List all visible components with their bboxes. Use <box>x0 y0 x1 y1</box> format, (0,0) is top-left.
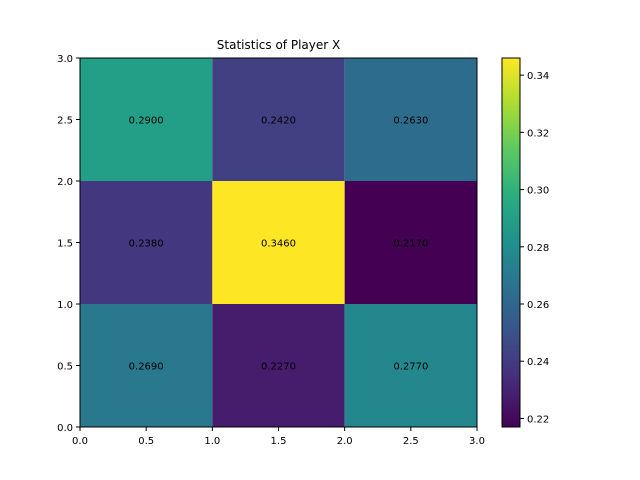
cell-value-label: 0.2770 <box>393 362 428 373</box>
cell-value-label: 0.2270 <box>261 362 296 373</box>
cell-value-label: 0.2420 <box>261 116 296 127</box>
y-tick-label: 1.0 <box>57 300 73 311</box>
x-tick-label: 0.0 <box>72 436 88 447</box>
cell-value-label: 0.2900 <box>129 116 164 127</box>
x-axis: 0.0 0.5 1.0 1.5 2.0 2.5 3.0 <box>72 427 485 447</box>
y-tick-label: 0.0 <box>57 423 73 434</box>
x-tick-label: 0.5 <box>138 436 154 447</box>
y-tick-label: 1.5 <box>57 239 73 250</box>
cell-value-label: 0.2380 <box>129 239 164 250</box>
colorbar-tick-label: 0.24 <box>527 357 549 368</box>
colorbar <box>502 58 520 427</box>
colorbar-tick-label: 0.34 <box>527 71 549 82</box>
x-tick-label: 2.0 <box>337 436 353 447</box>
colorbar-tick-label: 0.30 <box>527 186 549 197</box>
x-tick-label: 3.0 <box>469 436 485 447</box>
x-tick-label: 1.5 <box>271 436 287 447</box>
colorbar-tick-label: 0.26 <box>527 300 549 311</box>
colorbar-axis: 0.22 0.24 0.26 0.28 0.30 0.32 0.34 <box>520 71 549 425</box>
cell-value-label: 0.2630 <box>393 116 428 127</box>
cell-value-label: 0.2690 <box>129 362 164 373</box>
y-tick-label: 2.0 <box>57 177 73 188</box>
cell-value-label: 0.3460 <box>261 239 296 250</box>
colorbar-tick-label: 0.22 <box>527 414 549 425</box>
x-tick-label: 2.5 <box>403 436 419 447</box>
cell-value-label: 0.2170 <box>393 239 428 250</box>
colorbar-tick-label: 0.32 <box>527 128 549 139</box>
y-tick-label: 2.5 <box>57 116 73 127</box>
y-axis: 0.0 0.5 1.0 1.5 2.0 2.5 3.0 <box>57 54 80 434</box>
y-tick-label: 0.5 <box>57 362 73 373</box>
chart-title: Statistics of Player X <box>217 38 340 52</box>
x-tick-label: 1.0 <box>204 436 220 447</box>
colorbar-tick-label: 0.28 <box>527 243 549 254</box>
y-tick-label: 3.0 <box>57 54 73 65</box>
